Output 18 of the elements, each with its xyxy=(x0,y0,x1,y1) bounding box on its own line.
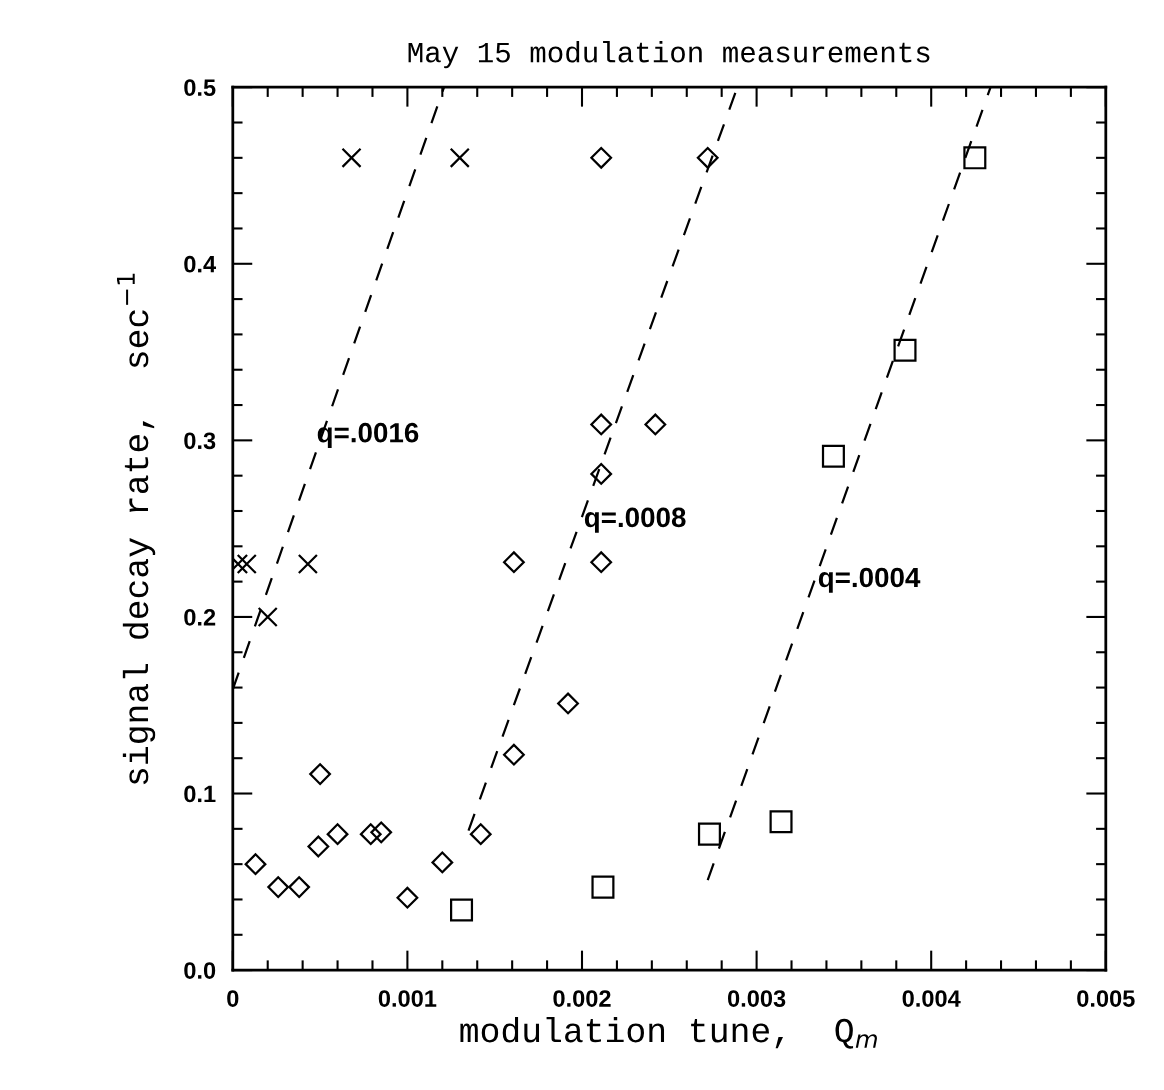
y-tick-label: 0.5 xyxy=(184,79,216,96)
x-tick-label: 0.003 xyxy=(727,990,786,1007)
y-tick-label: 0.3 xyxy=(184,432,216,450)
x-tick-label: 0 xyxy=(227,990,239,1007)
x-axis-title: modulation tune, Q$_{m}$ xyxy=(460,1016,877,1049)
y-axis-title: signal decay rate, sec$^{−1}$ xyxy=(116,273,156,785)
y-tick-label: 0.4 xyxy=(184,255,217,273)
annotation: q=.0008 xyxy=(584,507,686,533)
annotation: q=.0016 xyxy=(317,422,419,449)
x-tick-label: 0.005 xyxy=(1077,990,1135,1007)
x-tick-label: 0.001 xyxy=(378,990,437,1007)
y-tick-label: 0.1 xyxy=(184,785,216,803)
x-tick-label: 0.004 xyxy=(902,990,961,1007)
y-tick-label: 0.0 xyxy=(184,962,216,979)
y-tick-label: 0.2 xyxy=(184,609,216,626)
chart-title: May 15 modulation measurements xyxy=(408,41,930,69)
x-tick-label: 0.002 xyxy=(553,990,611,1007)
annotation: q=.0004 xyxy=(818,567,921,593)
